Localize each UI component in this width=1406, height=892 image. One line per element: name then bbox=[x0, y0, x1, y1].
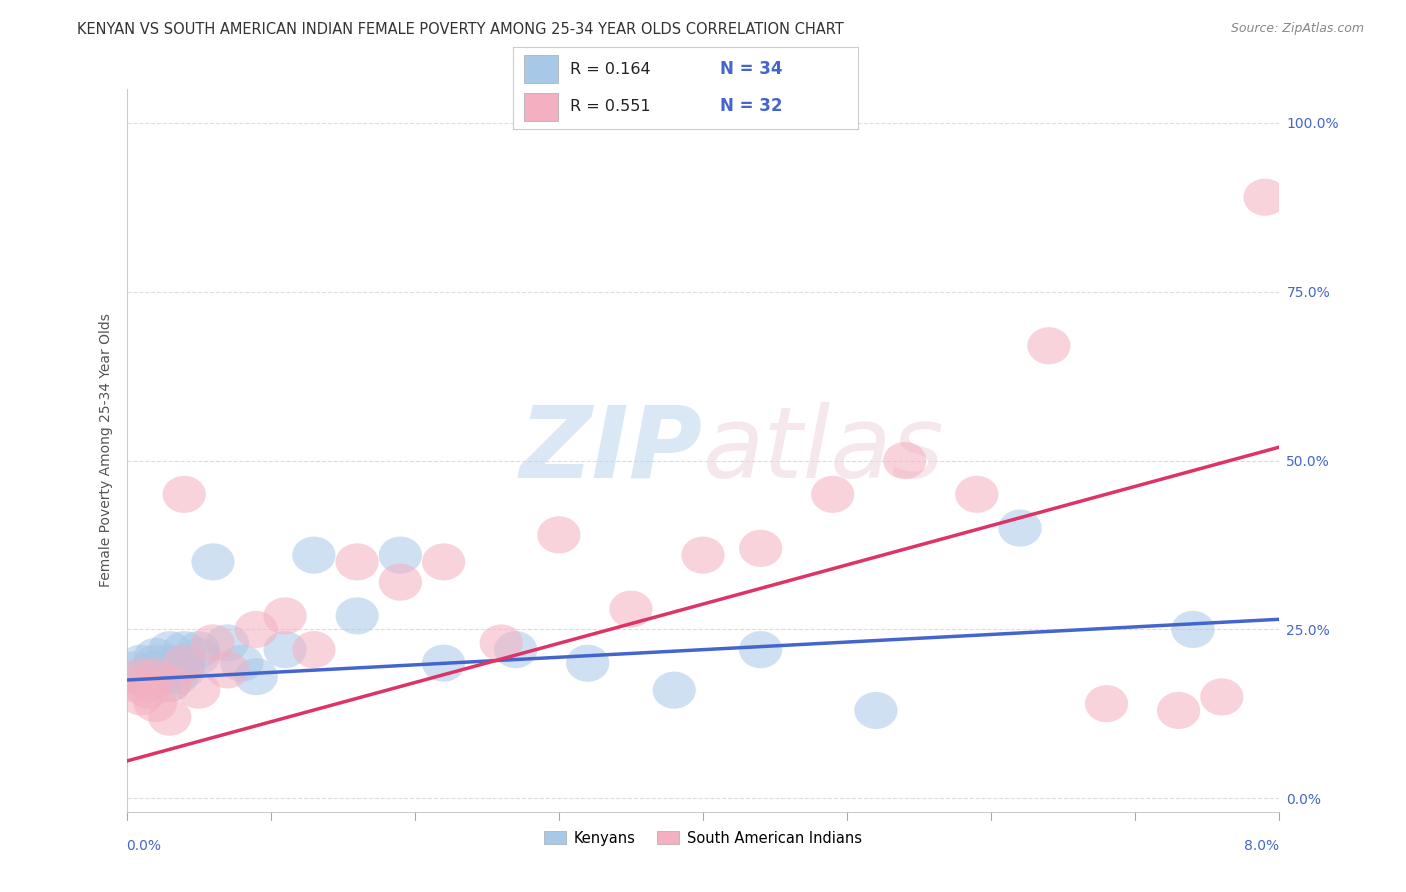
Text: 0.0%: 0.0% bbox=[127, 838, 162, 853]
Ellipse shape bbox=[740, 530, 782, 567]
Ellipse shape bbox=[120, 678, 163, 715]
Ellipse shape bbox=[163, 645, 205, 681]
Y-axis label: Female Poverty Among 25-34 Year Olds: Female Poverty Among 25-34 Year Olds bbox=[98, 313, 112, 588]
Ellipse shape bbox=[855, 692, 897, 729]
Ellipse shape bbox=[292, 537, 336, 574]
Ellipse shape bbox=[1157, 692, 1201, 729]
Ellipse shape bbox=[177, 632, 221, 668]
Ellipse shape bbox=[163, 632, 205, 668]
Ellipse shape bbox=[163, 475, 205, 513]
Ellipse shape bbox=[134, 651, 177, 689]
Ellipse shape bbox=[609, 591, 652, 628]
Ellipse shape bbox=[1171, 611, 1215, 648]
Text: R = 0.551: R = 0.551 bbox=[569, 99, 651, 114]
Ellipse shape bbox=[148, 651, 191, 689]
Ellipse shape bbox=[1028, 327, 1070, 364]
Ellipse shape bbox=[191, 543, 235, 581]
Ellipse shape bbox=[155, 658, 198, 695]
Ellipse shape bbox=[292, 632, 336, 668]
Ellipse shape bbox=[148, 632, 191, 668]
Ellipse shape bbox=[163, 651, 205, 689]
Ellipse shape bbox=[1201, 678, 1243, 715]
Ellipse shape bbox=[148, 665, 191, 702]
Ellipse shape bbox=[1243, 178, 1286, 216]
Ellipse shape bbox=[883, 442, 927, 479]
Ellipse shape bbox=[652, 672, 696, 709]
Ellipse shape bbox=[955, 475, 998, 513]
Ellipse shape bbox=[134, 685, 177, 723]
Ellipse shape bbox=[120, 658, 163, 695]
Text: 8.0%: 8.0% bbox=[1244, 838, 1279, 853]
Ellipse shape bbox=[120, 658, 163, 695]
Ellipse shape bbox=[682, 537, 724, 574]
Ellipse shape bbox=[134, 638, 177, 675]
Ellipse shape bbox=[112, 651, 155, 689]
Ellipse shape bbox=[191, 624, 235, 662]
Ellipse shape bbox=[148, 645, 191, 681]
Ellipse shape bbox=[494, 632, 537, 668]
Text: Source: ZipAtlas.com: Source: ZipAtlas.com bbox=[1230, 22, 1364, 36]
Ellipse shape bbox=[336, 598, 378, 634]
Ellipse shape bbox=[205, 651, 249, 689]
Ellipse shape bbox=[263, 632, 307, 668]
Text: ZIP: ZIP bbox=[520, 402, 703, 499]
Ellipse shape bbox=[422, 543, 465, 581]
Ellipse shape bbox=[221, 645, 263, 681]
Ellipse shape bbox=[177, 672, 221, 709]
Text: atlas: atlas bbox=[703, 402, 945, 499]
Ellipse shape bbox=[163, 645, 205, 681]
Text: R = 0.164: R = 0.164 bbox=[569, 62, 651, 77]
Ellipse shape bbox=[148, 698, 191, 736]
Ellipse shape bbox=[134, 658, 177, 695]
Legend: Kenyans, South American Indians: Kenyans, South American Indians bbox=[538, 825, 868, 851]
Ellipse shape bbox=[205, 624, 249, 662]
Ellipse shape bbox=[148, 665, 191, 702]
Text: N = 32: N = 32 bbox=[720, 97, 782, 115]
Bar bbox=[523, 94, 558, 121]
Bar bbox=[523, 55, 558, 83]
Ellipse shape bbox=[141, 658, 184, 695]
Ellipse shape bbox=[263, 598, 307, 634]
Ellipse shape bbox=[537, 516, 581, 553]
Ellipse shape bbox=[378, 537, 422, 574]
Ellipse shape bbox=[120, 645, 163, 681]
Ellipse shape bbox=[127, 672, 170, 709]
Text: KENYAN VS SOUTH AMERICAN INDIAN FEMALE POVERTY AMONG 25-34 YEAR OLDS CORRELATION: KENYAN VS SOUTH AMERICAN INDIAN FEMALE P… bbox=[77, 22, 844, 37]
Ellipse shape bbox=[127, 665, 170, 702]
Ellipse shape bbox=[811, 475, 855, 513]
Ellipse shape bbox=[378, 564, 422, 600]
Ellipse shape bbox=[112, 665, 155, 702]
Ellipse shape bbox=[422, 645, 465, 681]
Text: N = 34: N = 34 bbox=[720, 61, 782, 78]
Ellipse shape bbox=[998, 509, 1042, 547]
Ellipse shape bbox=[177, 638, 221, 675]
Ellipse shape bbox=[134, 645, 177, 681]
Ellipse shape bbox=[336, 543, 378, 581]
Ellipse shape bbox=[567, 645, 609, 681]
Ellipse shape bbox=[740, 632, 782, 668]
Ellipse shape bbox=[235, 658, 278, 695]
Ellipse shape bbox=[1085, 685, 1128, 723]
Ellipse shape bbox=[235, 611, 278, 648]
Ellipse shape bbox=[479, 624, 523, 662]
